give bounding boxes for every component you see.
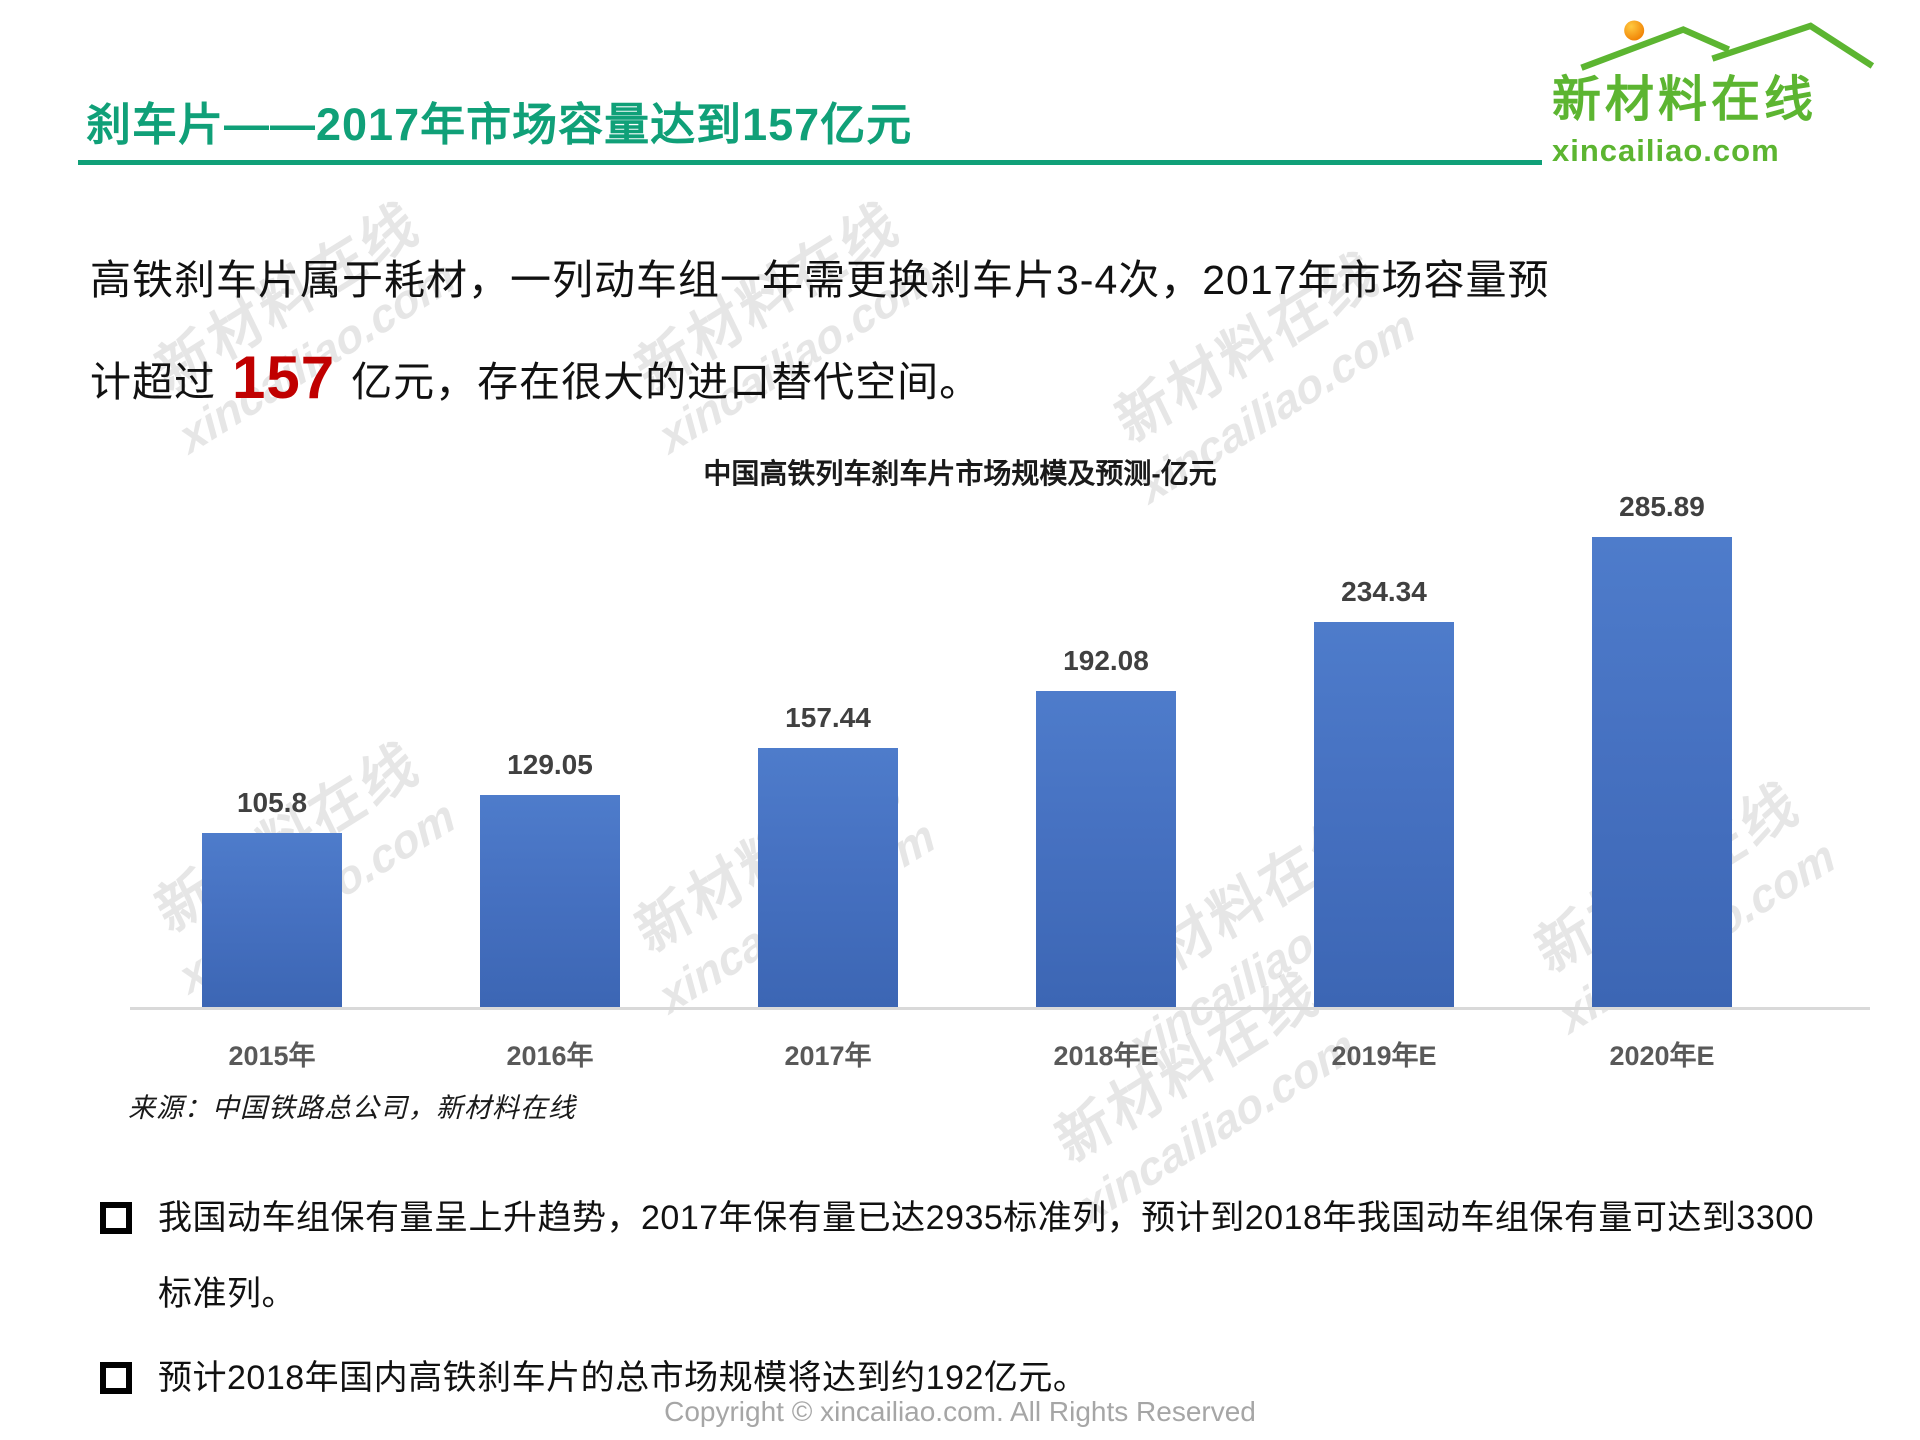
- bar-value-2019年E: 234.34: [1341, 576, 1427, 607]
- logo-roof-icon: [1580, 20, 1875, 71]
- bar-value-2020年E: 285.89: [1619, 491, 1705, 522]
- copyright-footer: Copyright © xincailiao.com. All Rights R…: [664, 1396, 1256, 1427]
- bullet-square-icon: [100, 1362, 132, 1394]
- page-title: 刹车片——2017年市场容量达到157亿元: [86, 99, 913, 150]
- intro-line-2: 计超过 157 亿元，存在很大的进口替代空间。: [90, 348, 981, 408]
- chart-plot: 105.8 129.05 157.44 192.08 234.34 285.89: [130, 491, 1870, 1007]
- chart-source: 来源：中国铁路总公司，新材料在线: [128, 1093, 576, 1123]
- logo-domain-text: xincailiao.com: [1552, 133, 1780, 168]
- bar-2019年E: [1314, 622, 1454, 1007]
- x-label-2020年E: 2020年E: [1609, 1041, 1715, 1071]
- bullet-list: 我国动车组保有量呈上升趋势，2017年保有量已达2935标准列，预计到2018年…: [100, 1180, 1840, 1424]
- bullet-text: 我国动车组保有量呈上升趋势，2017年保有量已达2935标准列，预计到2018年…: [158, 1199, 1815, 1313]
- bullet-text: 预计2018年国内高铁刹车片的总市场规模将达到约192亿元。: [158, 1359, 1088, 1397]
- bar-2015年: [202, 833, 342, 1007]
- bar-2018年E: [1036, 691, 1176, 1007]
- chart-x-labels: 2015年 2016年 2017年 2018年E 2019年E 2020年E: [130, 1034, 1870, 1074]
- x-label-2015年: 2015年: [228, 1041, 316, 1071]
- intro-line2-prefix: 计超过: [90, 359, 216, 405]
- x-label-2018年E: 2018年E: [1053, 1041, 1159, 1071]
- bar-2017年: [758, 748, 898, 1007]
- x-label-2017年: 2017年: [784, 1041, 872, 1071]
- chart-x-axis-line: [130, 1007, 1870, 1010]
- intro-highlight-number: 157: [232, 344, 336, 411]
- title-underline: [78, 160, 1542, 165]
- bar-value-2018年E: 192.08: [1063, 645, 1149, 676]
- logo: 新材料在线 xincailiao.com: [1552, 16, 1892, 169]
- bar-value-2016年: 129.05: [507, 749, 593, 780]
- bar-value-2015年: 105.8: [236, 787, 308, 818]
- bullet-item: 预计2018年国内高铁刹车片的总市场规模将达到约192亿元。: [100, 1340, 1840, 1416]
- chart-title: 中国高铁列车刹车片市场规模及预测-亿元: [703, 458, 1217, 489]
- bar-2016年: [480, 795, 620, 1007]
- bullet-item: 我国动车组保有量呈上升趋势，2017年保有量已达2935标准列，预计到2018年…: [100, 1180, 1840, 1332]
- bullet-square-icon: [100, 1202, 132, 1234]
- x-label-2016年: 2016年: [506, 1041, 594, 1071]
- x-label-2019年E: 2019年E: [1331, 1041, 1437, 1071]
- bar-2020年E: [1592, 537, 1732, 1007]
- logo-cn-text: 新材料在线: [1552, 73, 1818, 127]
- intro-line-1: 高铁刹车片属于耗材，一列动车组一年需更换刹车片3-4次，2017年市场容量预: [90, 257, 1550, 303]
- bar-value-2017年: 157.44: [785, 702, 871, 733]
- intro-line2-suffix: 亿元，存在很大的进口替代空间。: [351, 359, 982, 405]
